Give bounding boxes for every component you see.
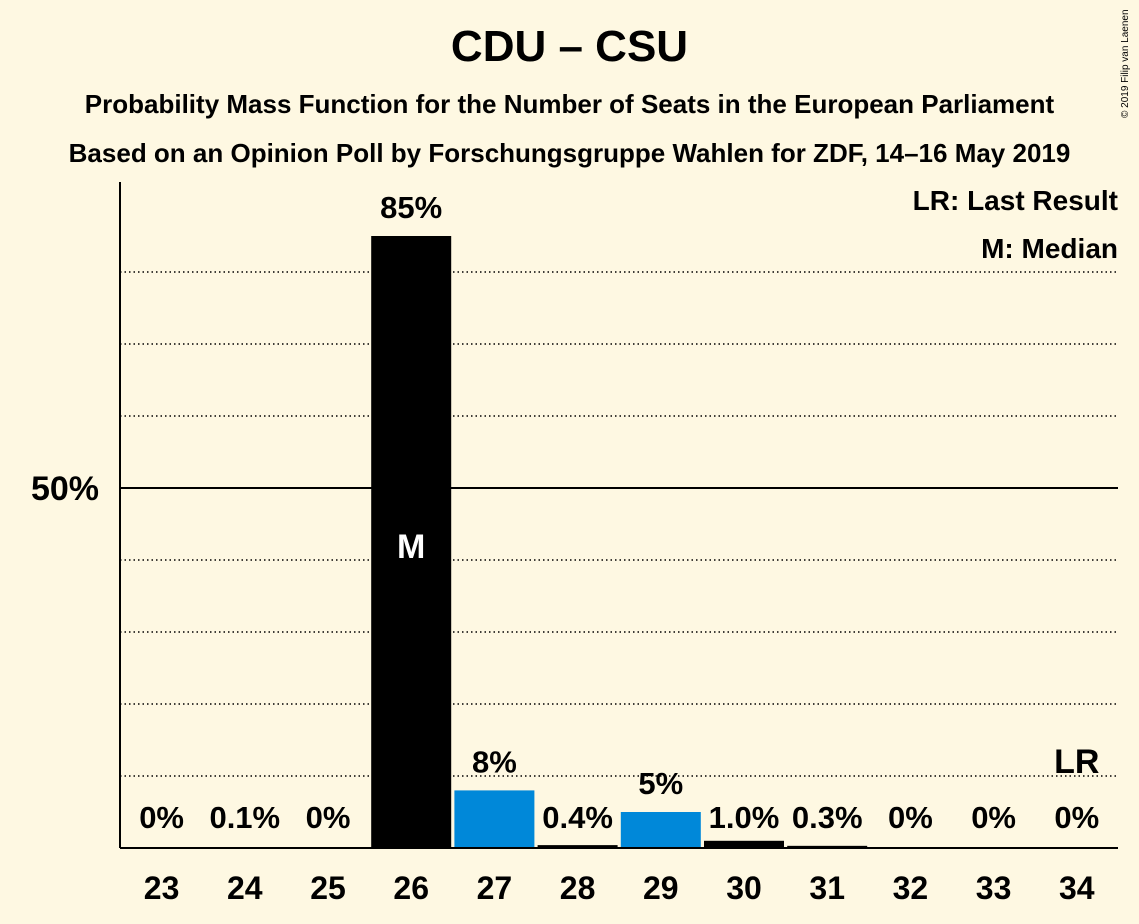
x-tick-label: 27 (477, 870, 513, 906)
data-label: 1.0% (709, 800, 780, 835)
x-tick-label: 34 (1059, 870, 1095, 906)
bar (537, 845, 618, 848)
y-tick-label: 50% (31, 470, 99, 508)
data-label: 0.1% (209, 800, 280, 835)
bar (371, 236, 452, 848)
data-label: 8% (472, 744, 517, 779)
x-tick-label: 25 (310, 870, 346, 906)
data-label: 0.3% (792, 800, 863, 835)
data-label: 0% (888, 800, 933, 835)
data-label: 0.4% (542, 800, 613, 835)
bar (787, 845, 868, 848)
data-label: 0% (1054, 800, 1099, 835)
x-tick-label: 26 (393, 870, 429, 906)
data-label: 0% (139, 800, 184, 835)
x-tick-label: 33 (976, 870, 1012, 906)
legend-entry: M: Median (981, 233, 1118, 264)
median-marker: M (397, 528, 425, 566)
chart-title: CDU – CSU (450, 22, 689, 71)
bar (704, 840, 784, 848)
x-tick-label: 31 (809, 870, 845, 906)
last-result-marker: LR (1054, 743, 1099, 781)
x-tick-label: 32 (893, 870, 929, 906)
bar (620, 812, 701, 848)
data-label: 0% (306, 800, 351, 835)
x-tick-label: 30 (726, 870, 762, 906)
x-tick-label: 23 (144, 870, 180, 906)
data-label: 5% (638, 766, 683, 801)
legend-entry: LR: Last Result (913, 185, 1118, 216)
x-tick-label: 24 (227, 870, 263, 906)
x-tick-label: 28 (560, 870, 596, 906)
bar (454, 790, 535, 848)
chart-source-subtitle: Based on an Opinion Poll by Forschungsgr… (68, 138, 1071, 168)
data-label: 0% (971, 800, 1016, 835)
chart-subtitle: Probability Mass Function for the Number… (84, 89, 1055, 119)
data-label: 85% (380, 190, 442, 225)
x-tick-label: 29 (643, 870, 679, 906)
